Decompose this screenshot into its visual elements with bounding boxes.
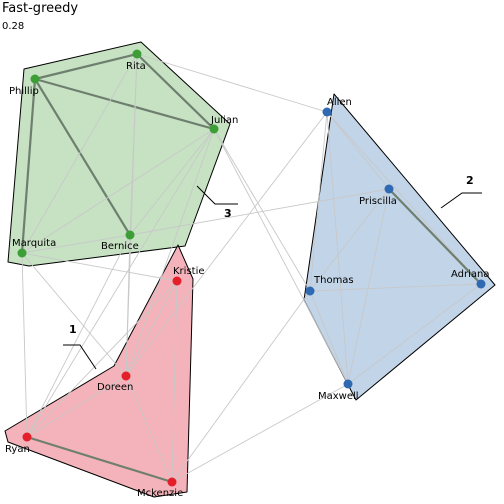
cluster-hull-green <box>7 41 231 267</box>
edge-julian-maxwell <box>213 128 349 385</box>
edge-marquita-ryan <box>21 252 28 438</box>
chart-title: Fast-greedy <box>2 1 79 16</box>
node-bernice[interactable] <box>125 230 135 240</box>
edge-thomas-mckenzie <box>171 290 311 483</box>
node-label-phillip: Phillip <box>9 86 39 97</box>
edge-phillip-rita <box>34 52 138 81</box>
edge-doreen-mckenzie <box>125 375 173 483</box>
node-label-kristie: Kristie <box>173 266 205 277</box>
node-label-marquita: Marquita <box>12 238 56 249</box>
edge-ryan-doreen <box>26 375 127 438</box>
edge-allen-doreen <box>125 111 328 377</box>
node-label-mckenzie: Mckenzie <box>137 488 183 499</box>
node-layer <box>17 49 486 487</box>
edge-rita-julian <box>136 53 215 130</box>
node-label-doreen: Doreen <box>97 382 133 393</box>
edge-phillip-bernice <box>34 78 131 236</box>
edge-priscilla-maxwell <box>347 188 390 385</box>
edge-doreen-kristie <box>125 280 178 377</box>
node-doreen[interactable] <box>121 371 131 381</box>
edge-thomas-adriana <box>309 283 482 292</box>
node-maxwell[interactable] <box>343 379 353 389</box>
node-label-rita: Rita <box>126 61 146 72</box>
node-julian[interactable] <box>209 124 219 134</box>
node-label-thomas: Thomas <box>313 275 354 286</box>
edge-maxwell-mckenzie <box>171 383 349 483</box>
edge-ryan-mckenzie <box>26 435 173 484</box>
node-label-julian: Julian <box>210 115 238 126</box>
cluster-hull-red <box>4 244 194 498</box>
cluster-markers: 3 2 1 <box>63 174 482 370</box>
node-kristie[interactable] <box>172 276 182 286</box>
node-label-priscilla: Priscilla <box>359 196 397 207</box>
edge-rita-allen <box>136 53 328 113</box>
node-thomas[interactable] <box>305 286 315 296</box>
edge-allen-maxwell <box>326 111 349 385</box>
edge-phillip-marquita <box>20 78 37 254</box>
node-allen[interactable] <box>322 107 332 117</box>
node-label-maxwell: Maxwell <box>318 391 359 402</box>
edge-phillip-julian <box>34 77 215 131</box>
edge-bernice-ryan <box>26 234 131 438</box>
node-phillip[interactable] <box>30 74 40 84</box>
cluster-label-2: 2 <box>466 174 474 187</box>
cluster-marker-line-2 <box>440 192 482 209</box>
edge-julian-marquita <box>21 128 215 254</box>
node-adriana[interactable] <box>476 279 486 289</box>
edge-julian-doreen <box>125 128 215 377</box>
edge-allen-priscilla <box>326 111 390 190</box>
edge-thomas-maxwell <box>309 290 349 385</box>
modularity-value: 0.28 <box>2 21 25 32</box>
node-label-allen: Allen <box>327 97 352 108</box>
cluster-marker-line-3 <box>196 185 238 205</box>
node-marquita[interactable] <box>17 248 27 258</box>
cluster-label-1: 1 <box>69 323 77 336</box>
edge-marquita-doreen <box>21 252 127 377</box>
edge-julian-thomas <box>213 128 311 292</box>
edge-julian-bernice <box>129 128 215 236</box>
edge-kristie-mckenzie <box>171 280 178 483</box>
node-rita[interactable] <box>132 49 142 59</box>
cluster-label-3: 3 <box>224 207 232 220</box>
node-mckenzie[interactable] <box>167 477 177 487</box>
edge-allen-adriana <box>326 111 482 285</box>
edge-rita-marquita <box>21 53 138 254</box>
edge-julian-ryan <box>26 128 215 438</box>
node-labels: Rita Phillip Julian Marquita Bernice Allen Pri… <box>5 61 490 499</box>
edge-bernice-priscilla <box>129 188 390 236</box>
edge-ryan-kristie <box>26 280 178 438</box>
node-label-adriana: Adriana <box>451 269 490 280</box>
node-ryan[interactable] <box>22 432 32 442</box>
edge-adriana-maxwell <box>347 283 482 385</box>
cluster-hull-blue <box>303 93 496 401</box>
edge-rita-doreen <box>125 53 138 377</box>
cluster-marker-line-1 <box>63 344 97 370</box>
node-priscilla[interactable] <box>384 184 394 194</box>
edge-priscilla-adriana <box>388 188 482 285</box>
node-label-ryan: Ryan <box>5 444 30 455</box>
edge-marquita-kristie <box>21 252 178 282</box>
cluster-hulls <box>4 41 496 498</box>
edge-marquita-bernice <box>21 234 131 254</box>
node-label-bernice: Bernice <box>101 241 139 252</box>
edge-priscilla-thomas <box>309 188 390 292</box>
edge-layer <box>20 52 482 484</box>
